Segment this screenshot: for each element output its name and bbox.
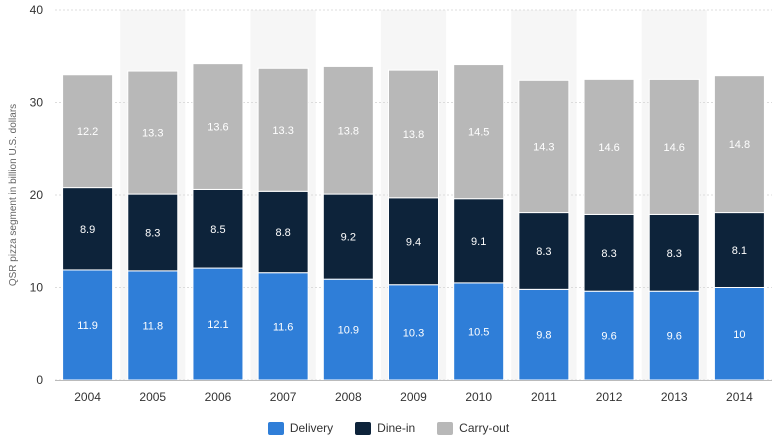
- data-label: 9.2: [341, 232, 356, 244]
- data-label: 8.3: [667, 248, 682, 260]
- bar-delivery: [62, 269, 114, 381]
- bar-carry-out: [62, 74, 114, 189]
- bar-carry-out: [453, 64, 505, 200]
- data-label: 13.8: [338, 125, 359, 137]
- bar-carry-out: [713, 75, 765, 214]
- bar-dine-in: [388, 197, 439, 286]
- data-label: 8.3: [145, 227, 160, 239]
- stacked-bar-chart: 0 10 20 30 40 QSR pizza segment in billion U.…: [8, 3, 772, 404]
- bar-carry-out: [518, 79, 570, 214]
- bar-delivery: [257, 272, 309, 381]
- data-label: 14.6: [664, 142, 685, 154]
- data-label: 13.6: [207, 122, 228, 134]
- legend-item-carry-out[interactable]: Carry-out: [437, 421, 509, 435]
- data-label: 12.2: [77, 126, 98, 138]
- y-tick-label: 30: [30, 96, 44, 110]
- x-tick-label: 2007: [270, 390, 297, 404]
- x-tick-label: 2010: [465, 390, 492, 404]
- legend-swatch-delivery: [267, 421, 284, 435]
- y-axis-label: QSR pizza segment in billion U.S. dollar…: [8, 104, 19, 286]
- x-tick-label: 2004: [74, 390, 101, 404]
- data-label: 14.5: [468, 127, 489, 139]
- data-label: 11.8: [142, 320, 163, 332]
- data-label: 9.6: [601, 331, 616, 343]
- data-label: 14.6: [598, 142, 619, 154]
- x-tick-label: 2012: [596, 390, 623, 404]
- data-label: 14.8: [729, 139, 750, 151]
- x-tick-label: 2009: [400, 390, 427, 404]
- data-label: 8.3: [601, 248, 616, 260]
- y-tick-label: 10: [30, 281, 44, 295]
- data-label: 9.8: [536, 330, 551, 342]
- data-label: 10.5: [468, 326, 489, 338]
- x-tick-label: 2006: [205, 390, 232, 404]
- bar-delivery: [453, 282, 505, 381]
- bar-carry-out: [583, 78, 635, 215]
- bar-dine-in: [192, 188, 244, 269]
- x-tick-label: 2014: [726, 390, 753, 404]
- bar-delivery: [583, 290, 635, 381]
- data-label: 8.3: [536, 246, 551, 258]
- bar-carry-out: [257, 67, 309, 192]
- x-tick-label: 2013: [661, 390, 688, 404]
- x-tick-label: 2005: [139, 390, 166, 404]
- data-label: 14.3: [533, 141, 554, 153]
- bar-dine-in: [518, 212, 570, 290]
- data-label: 9.4: [406, 236, 421, 248]
- data-label: 8.5: [210, 224, 225, 236]
- y-tick-label: 40: [30, 3, 44, 17]
- bar-dine-in: [583, 213, 635, 292]
- data-label: 10.3: [403, 327, 424, 339]
- legend-item-delivery[interactable]: Delivery: [267, 421, 334, 435]
- legend-item-dine-in[interactable]: Dine-in: [355, 421, 415, 435]
- data-label: 11.6: [273, 321, 294, 333]
- legend-label-dine-in: Dine-in: [377, 421, 416, 435]
- x-tick-label: 2011: [531, 390, 557, 404]
- bar-carry-out: [648, 78, 700, 215]
- legend-swatch-dine-in: [355, 421, 372, 435]
- bar-carry-out: [322, 65, 374, 195]
- legend-label-carry-out: Carry-out: [459, 421, 510, 435]
- legend-swatch-carry-out: [437, 421, 454, 435]
- data-label: 13.8: [403, 129, 424, 141]
- y-tick-label: 20: [30, 188, 44, 202]
- bar-dine-in: [257, 190, 309, 274]
- bar-dine-in: [62, 187, 114, 271]
- legend: Delivery Dine-in Carry-out: [0, 421, 777, 435]
- bar-delivery: [388, 284, 439, 381]
- legend-label-delivery: Delivery: [289, 421, 334, 435]
- bar-dine-in: [713, 212, 765, 288]
- bar-delivery: [713, 287, 765, 381]
- data-label: 8.1: [732, 245, 747, 257]
- data-label: 13.3: [272, 125, 293, 137]
- data-label: 10.9: [338, 325, 359, 337]
- data-label: 13.3: [142, 128, 163, 140]
- data-label: 11.9: [77, 320, 98, 332]
- x-tick-label: 2008: [335, 390, 362, 404]
- bar-carry-out: [388, 69, 439, 199]
- data-label: 9.6: [667, 331, 682, 343]
- y-tick-label: 0: [36, 373, 43, 387]
- bar-carry-out: [192, 63, 244, 190]
- data-label: 12.1: [207, 319, 228, 331]
- data-label: 9.1: [471, 236, 486, 248]
- bar-carry-out: [127, 70, 179, 195]
- data-label: 8.9: [80, 224, 95, 236]
- data-label: 8.8: [275, 227, 290, 239]
- data-label: 10: [733, 329, 745, 341]
